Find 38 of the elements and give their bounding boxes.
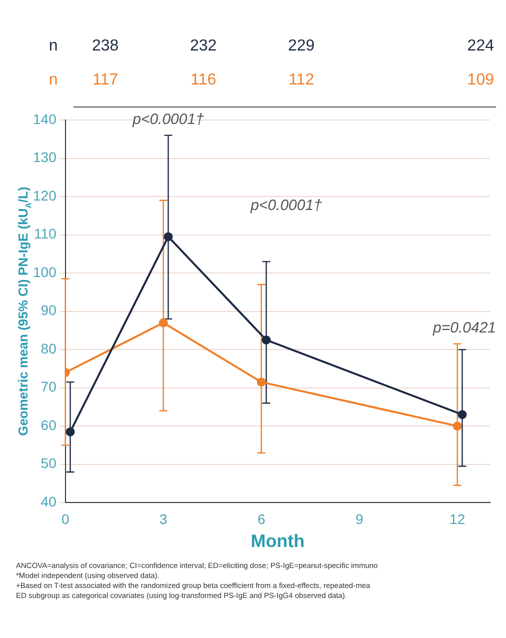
text: 116 [190,71,216,88]
text: 229 [288,37,315,54]
y-tick-label: 50 [40,455,57,472]
text: 117 [92,71,118,88]
x-tick-label: 3 [159,510,168,527]
text: 232 [190,37,217,54]
text: 112 [288,71,314,88]
point [164,232,173,242]
y-tick-label: 130 [33,149,57,166]
y-axis-title: Geometric mean (95% CI) PN-IgE (kUA/L) [16,186,34,436]
x-tick-label: 9 [355,510,364,527]
x-tick-label: 12 [450,510,466,527]
y-tick-label: 110 [34,226,57,242]
x-tick-label: 0 [61,510,70,527]
y-tick-label: 100 [33,264,57,280]
y-tick-label: 140 [33,110,57,127]
x-tick-label: 6 [257,510,266,527]
annotation: p<0.0001† [250,197,323,214]
text: 238 [92,37,119,54]
y-tick-label: 90 [40,302,57,318]
y-tick-label: 40 [40,493,57,510]
point [262,335,271,344]
point [256,378,266,387]
annotation: p<0.0001† [132,110,205,128]
point [158,318,168,328]
text: 109 [467,71,494,88]
y-tick-label: 80 [40,340,57,356]
y-tick-label: 70 [40,378,57,395]
text: n [48,71,58,88]
point [458,410,467,420]
x-axis-title: Month [250,531,305,552]
text: n [48,37,58,54]
annotation: p=0.0421 [432,319,496,336]
point [66,427,75,436]
y-tick-label: 120 [33,187,57,204]
point [452,422,462,431]
text: 224 [467,37,494,54]
y-tick-label: 60 [40,416,57,433]
